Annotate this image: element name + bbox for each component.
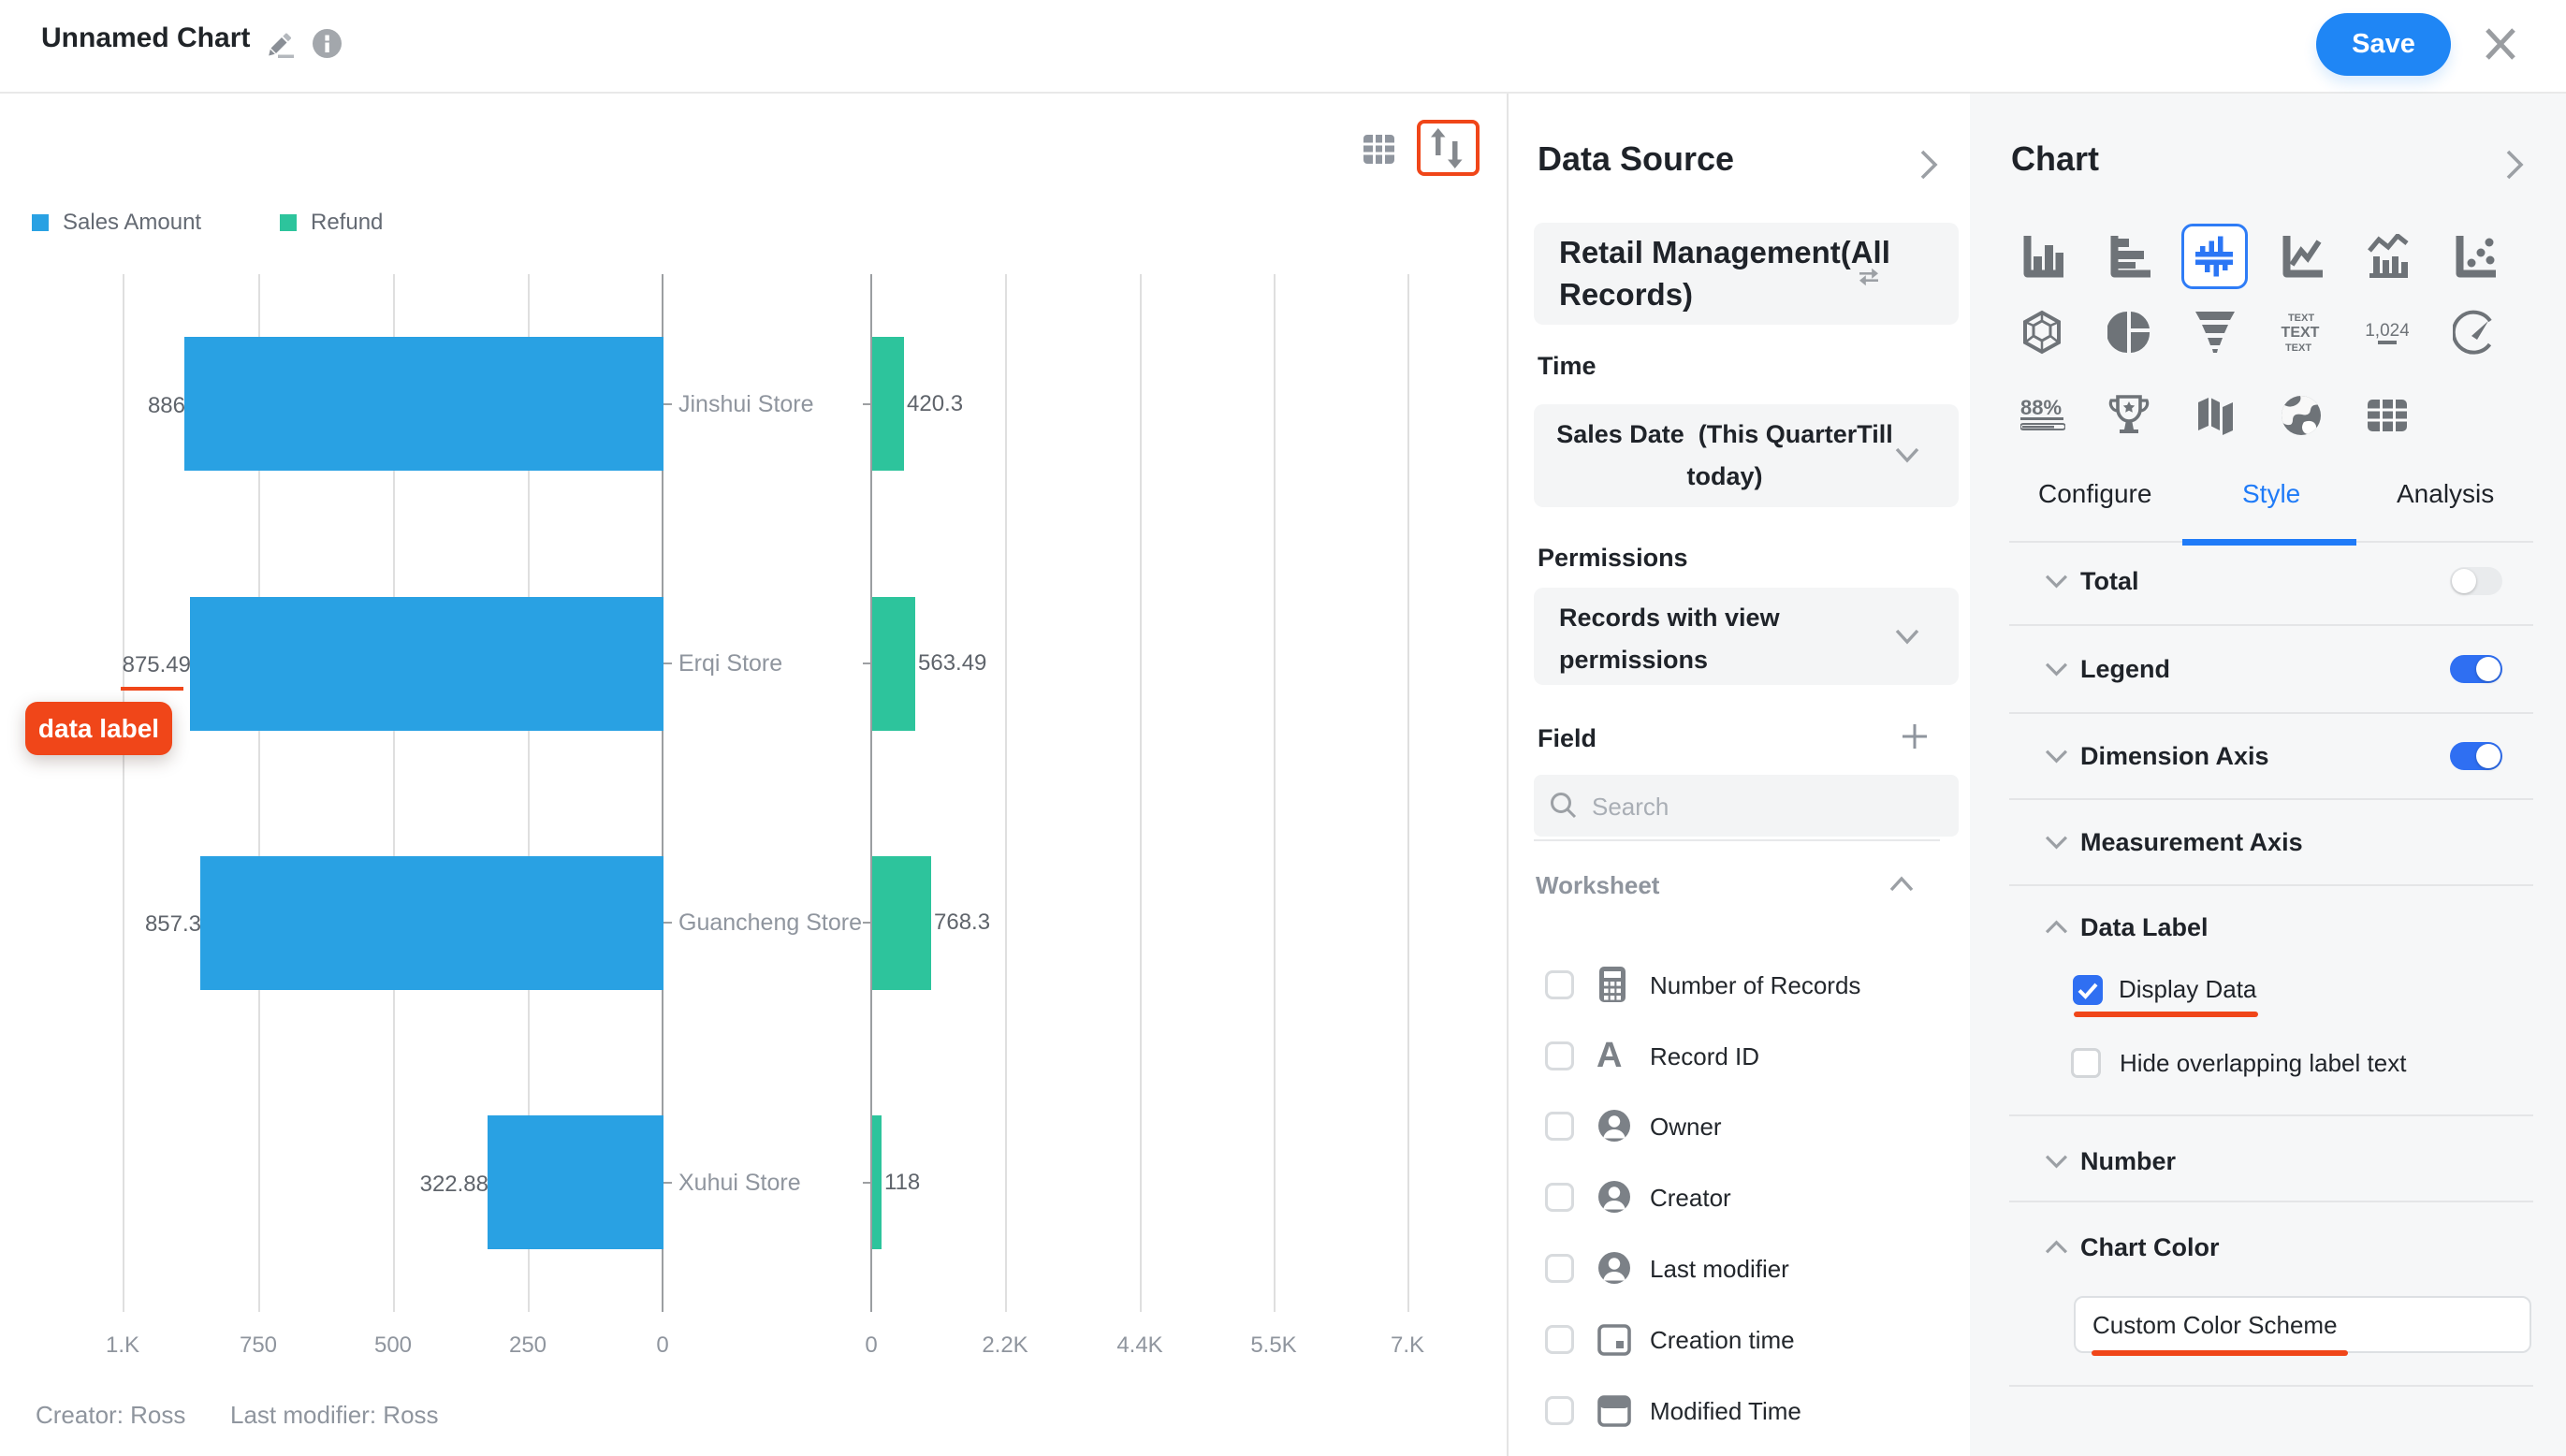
svg-text:TEXT: TEXT [2288, 313, 2314, 324]
svg-text:1,024: 1,024 [2366, 321, 2409, 341]
svg-text:TEXT: TEXT [2285, 342, 2311, 354]
svg-text:88%: 88% [2020, 396, 2062, 419]
svg-text:TEXT: TEXT [2282, 325, 2320, 341]
